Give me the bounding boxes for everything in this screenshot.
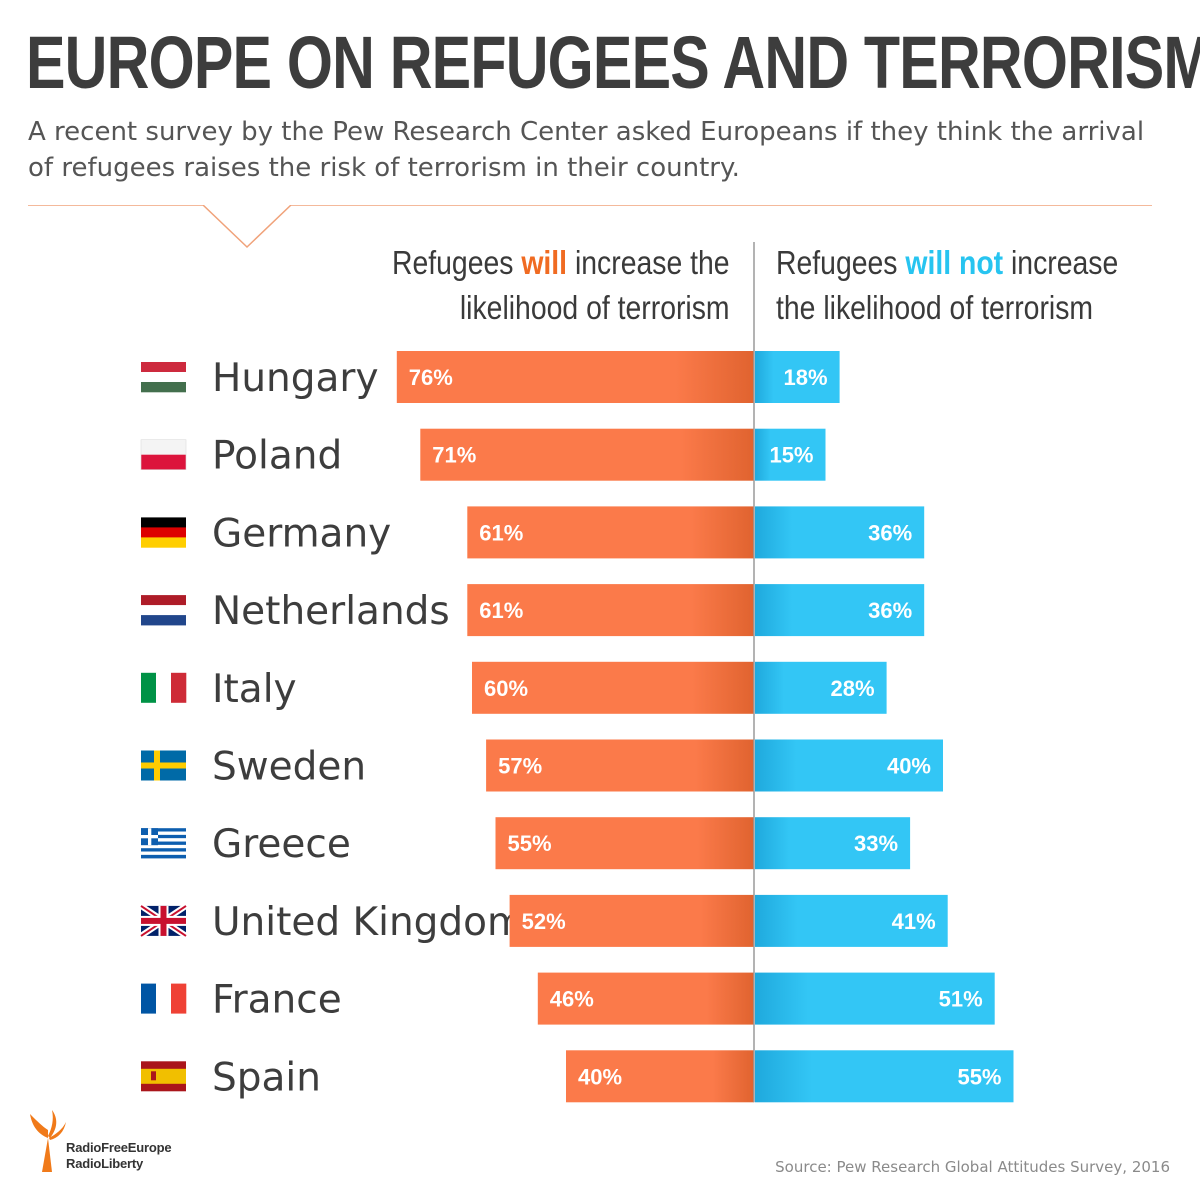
value-label-will-not-netherlands: 36% (868, 598, 912, 623)
value-label-will-not-spain: 55% (957, 1064, 1001, 1089)
bar-will-not-netherlands (755, 584, 925, 637)
page-subtitle: A recent survey by the Pew Research Cent… (28, 117, 1145, 183)
value-label-will-united-kingdom: 52% (522, 909, 566, 934)
value-label-will-not-sweden: 40% (887, 754, 931, 779)
value-label-will-not-germany: 36% (868, 520, 912, 545)
header-divider (28, 205, 1152, 249)
bar-will-not-hungary (755, 351, 840, 403)
flag-spain-icon (141, 1061, 186, 1092)
flag-poland-icon (140, 439, 187, 471)
source-note: Source: Pew Research Global Attitudes Su… (775, 1158, 1170, 1176)
value-label-will-netherlands: 61% (479, 598, 523, 623)
country-label-hungary: Hungary (212, 356, 379, 401)
value-label-will-poland: 71% (432, 443, 476, 468)
country-label-spain: Spain (212, 1055, 321, 1100)
bar-will-united-kingdom (509, 894, 754, 947)
bar-will-not-poland (755, 428, 826, 481)
bar-will-not-france (755, 972, 995, 1025)
bar-will-not-germany (755, 506, 925, 559)
value-label-will-hungary: 76% (409, 365, 453, 390)
value-label-will-italy: 60% (484, 676, 528, 701)
value-label-will-not-poland: 15% (769, 443, 813, 468)
country-label-sweden: Sweden (212, 745, 366, 790)
bar-will-spain (566, 1050, 754, 1103)
country-label-germany: Germany (212, 511, 391, 556)
flag-france-icon (141, 983, 187, 1014)
flag-hungary-icon (141, 362, 186, 393)
country-label-france: France (212, 978, 342, 1023)
right-column-header: Refugees will not increase the likelihoo… (776, 244, 1119, 326)
bar-will-hungary (396, 351, 754, 403)
left-column-header: Refugees will increase the likelihood of… (392, 244, 730, 326)
left-header-highlight: will (521, 244, 568, 281)
bar-will-not-sweden (755, 739, 943, 792)
bar-will-not-italy (755, 661, 887, 714)
country-label-poland: Poland (212, 434, 342, 479)
bar-will-germany (467, 506, 754, 559)
bar-will-france (537, 972, 754, 1025)
country-label-united-kingdom: United Kingdom (212, 900, 525, 945)
bar-will-not-united-kingdom (755, 894, 948, 947)
brand-logo-text: RadioFreeEurope RadioLiberty (66, 1140, 172, 1171)
flag-italy-icon (141, 672, 187, 703)
bar-will-sweden (486, 739, 754, 792)
flag-netherlands-icon (141, 595, 186, 626)
value-label-will-france: 46% (550, 987, 594, 1012)
torch-icon (30, 1110, 66, 1172)
country-label-greece: Greece (212, 822, 351, 867)
bar-will-poland (420, 428, 754, 481)
bar-will-not-spain (755, 1050, 1014, 1103)
flag-sweden-icon (141, 750, 186, 781)
flag-germany-icon (141, 517, 186, 548)
value-label-will-not-france: 51% (939, 987, 983, 1012)
value-label-will-spain: 40% (578, 1064, 622, 1089)
value-label-will-germany: 61% (479, 520, 523, 545)
country-label-netherlands: Netherlands (212, 589, 450, 634)
value-label-will-sweden: 57% (498, 754, 542, 779)
bar-will-greece (495, 817, 754, 870)
value-label-will-not-united-kingdom: 41% (892, 909, 936, 934)
country-label-italy: Italy (212, 667, 297, 712)
value-label-will-not-hungary: 18% (784, 365, 828, 390)
bar-will-netherlands (467, 584, 754, 637)
bar-will-italy (472, 661, 754, 714)
flag-uk-icon (139, 903, 188, 939)
value-label-will-not-greece: 33% (854, 831, 898, 856)
bar-will-not-greece (755, 817, 911, 870)
value-label-will-not-italy: 28% (831, 676, 875, 701)
value-label-will-greece: 55% (508, 831, 552, 856)
right-header-highlight: will not (905, 244, 1004, 281)
flag-greece-icon (141, 828, 186, 859)
